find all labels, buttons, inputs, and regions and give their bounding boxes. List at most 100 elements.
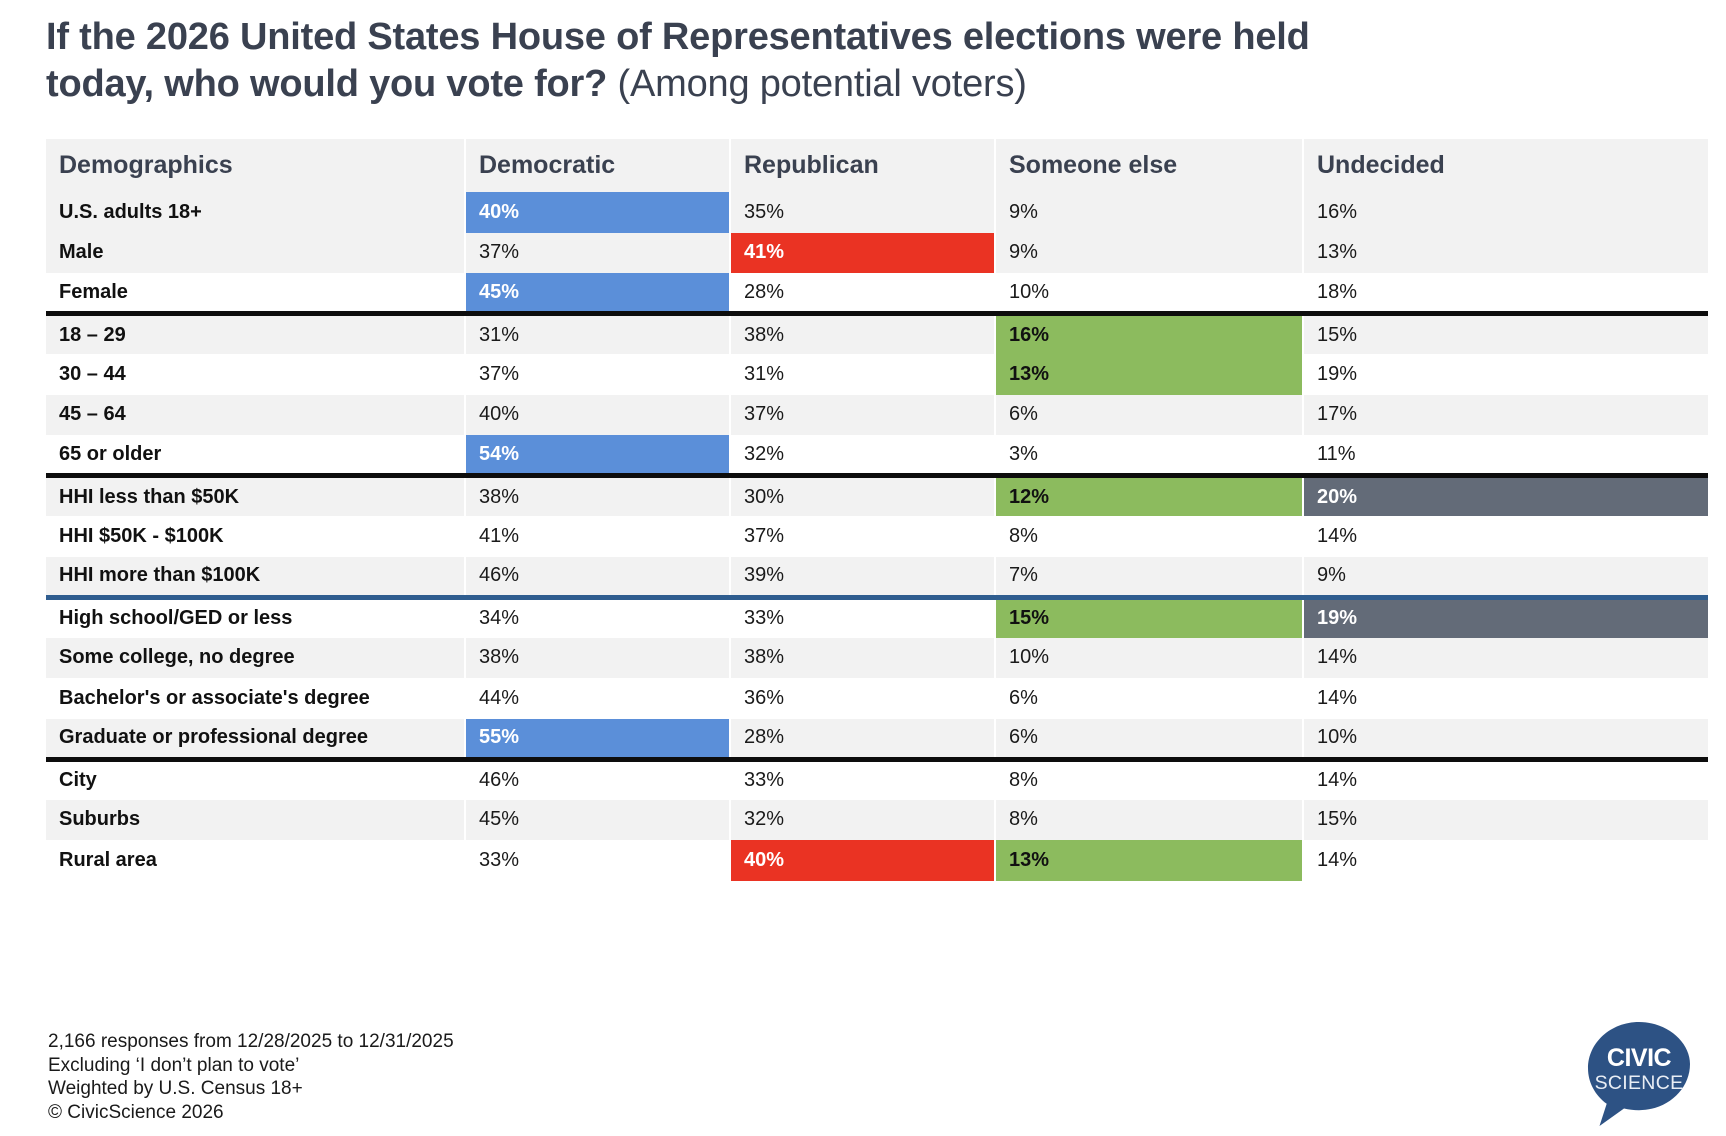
cell-undecided: 10% xyxy=(1303,718,1708,762)
cell-republican: 32% xyxy=(730,799,996,840)
cell-undecided: 15% xyxy=(1303,313,1708,354)
cell-value: 55% xyxy=(479,726,520,748)
cell-someone-else: 8% xyxy=(995,759,1304,800)
cell-value: 40% xyxy=(479,200,520,223)
cell-value: 38% xyxy=(479,646,520,669)
logo-text-science: SCIENCE xyxy=(1595,1072,1684,1094)
cell-value: 28% xyxy=(744,726,785,748)
cell-republican: 30% xyxy=(730,475,996,516)
cell-undecided: 14% xyxy=(1303,516,1708,557)
cell-value: 39% xyxy=(744,564,785,586)
cell-someone-else: 6% xyxy=(995,394,1304,435)
cell-value: 34% xyxy=(479,607,520,629)
cell-value: 38% xyxy=(744,646,785,669)
cell-value: 16% xyxy=(1317,200,1358,223)
cell-value: 36% xyxy=(744,686,785,709)
cell-value: 46% xyxy=(479,564,520,586)
cell-undecided: 16% xyxy=(1303,192,1708,233)
cell-value: 14% xyxy=(1317,848,1358,871)
cell-democratic: 40% xyxy=(465,192,731,233)
cell-value: 8% xyxy=(1009,808,1038,831)
title-line-2: today, who would you vote for? (Among po… xyxy=(46,61,1666,108)
cell-value: 14% xyxy=(1317,769,1358,791)
cell-value: 16% xyxy=(1009,323,1050,346)
row-label: HHI $50K - $100K xyxy=(46,516,466,557)
cell-value: 18% xyxy=(1317,280,1358,303)
cell-republican: 28% xyxy=(730,718,996,762)
cell-someone-else: 9% xyxy=(995,192,1304,233)
cell-democratic: 45% xyxy=(465,273,731,316)
row-label: HHI more than $100K xyxy=(46,556,466,600)
column-header-demographics: Demographics xyxy=(46,139,466,192)
table-row: Rural area 33% 40% 13% 14% xyxy=(46,840,1708,881)
cell-value: 37% xyxy=(479,241,520,264)
cell-value: 41% xyxy=(744,241,785,264)
column-header-someone-else: Someone else xyxy=(995,139,1304,192)
cell-value: 3% xyxy=(1009,442,1038,465)
logo-bubble-shape xyxy=(1588,1022,1690,1126)
table-row: 30 – 44 37% 31% 13% 19% xyxy=(46,354,1708,395)
footnote-copyright: © CivicScience 2026 xyxy=(48,1101,224,1123)
cell-democratic: 38% xyxy=(465,637,731,678)
column-header-undecided: Undecided xyxy=(1303,139,1708,192)
cell-value: 7% xyxy=(1009,564,1038,586)
table-row: Suburbs 45% 32% 8% 15% xyxy=(46,799,1708,840)
cell-democratic: 38% xyxy=(465,475,731,516)
table-row: Graduate or professional degree 55% 28% 6% 1… xyxy=(46,718,1708,762)
cell-value: 6% xyxy=(1009,403,1038,426)
page-title: If the 2026 United States House of Repre… xyxy=(46,14,1666,108)
cell-value: 13% xyxy=(1009,362,1050,385)
poll-table: Demographics Democratic Republican Someo… xyxy=(46,139,1708,881)
table-row: Female 45% 28% 10% 18% xyxy=(46,273,1708,316)
cell-republican: 37% xyxy=(730,516,996,557)
title-text-part-2: today, who would you vote for? xyxy=(46,63,608,105)
cell-value: 10% xyxy=(1009,646,1050,669)
cell-value: 46% xyxy=(479,769,520,791)
cell-value: 32% xyxy=(744,808,785,831)
cell-someone-else: 7% xyxy=(995,556,1304,600)
row-label: Rural area xyxy=(46,840,466,881)
table-row: Male 37% 41% 9% 13% xyxy=(46,232,1708,273)
title-text-part-1: If the 2026 United States House of Repre… xyxy=(46,16,1310,58)
civicscience-logo: CIVIC SCIENCE xyxy=(1583,1018,1695,1130)
cell-value: 10% xyxy=(1009,280,1050,303)
cell-republican: 38% xyxy=(730,313,996,354)
cell-value: 9% xyxy=(1317,564,1346,586)
table-header-row: Demographics Democratic Republican Someo… xyxy=(46,139,1708,192)
cell-democratic: 45% xyxy=(465,799,731,840)
cell-undecided: 14% xyxy=(1303,637,1708,678)
table-row: HHI less than $50K 38% 30% 12% 20% xyxy=(46,475,1708,516)
cell-undecided: 18% xyxy=(1303,273,1708,316)
row-label: Male xyxy=(46,232,466,273)
cell-someone-else: 13% xyxy=(995,354,1304,395)
row-label: Graduate or professional degree xyxy=(46,718,466,762)
cell-republican: 35% xyxy=(730,192,996,233)
cell-value: 41% xyxy=(479,524,520,547)
cell-value: 38% xyxy=(479,485,520,508)
cell-republican: 41% xyxy=(730,232,996,273)
cell-democratic: 34% xyxy=(465,597,731,638)
row-label: Some college, no degree xyxy=(46,637,466,678)
cell-value: 40% xyxy=(744,848,785,871)
title-line-1: If the 2026 United States House of Repre… xyxy=(46,14,1666,61)
cell-undecided: 20% xyxy=(1303,475,1708,516)
cell-republican: 33% xyxy=(730,759,996,800)
table-row: HHI $50K - $100K 41% 37% 8% 14% xyxy=(46,516,1708,557)
cell-value: 12% xyxy=(1009,485,1050,508)
row-label: 45 – 64 xyxy=(46,394,466,435)
cell-someone-else: 12% xyxy=(995,475,1304,516)
cell-someone-else: 8% xyxy=(995,799,1304,840)
column-header-republican: Republican xyxy=(730,139,996,192)
cell-value: 31% xyxy=(744,362,785,385)
cell-republican: 38% xyxy=(730,637,996,678)
cell-value: 14% xyxy=(1317,646,1358,669)
poll-table-container: Demographics Democratic Republican Someo… xyxy=(46,139,1708,881)
cell-democratic: 55% xyxy=(465,718,731,762)
table-header: Demographics Democratic Republican Someo… xyxy=(46,139,1708,192)
cell-value: 33% xyxy=(744,769,785,791)
cell-value: 13% xyxy=(1317,241,1358,264)
column-header-democratic: Democratic xyxy=(465,139,731,192)
cell-undecided: 19% xyxy=(1303,354,1708,395)
cell-value: 19% xyxy=(1317,362,1358,385)
cell-someone-else: 6% xyxy=(995,718,1304,762)
